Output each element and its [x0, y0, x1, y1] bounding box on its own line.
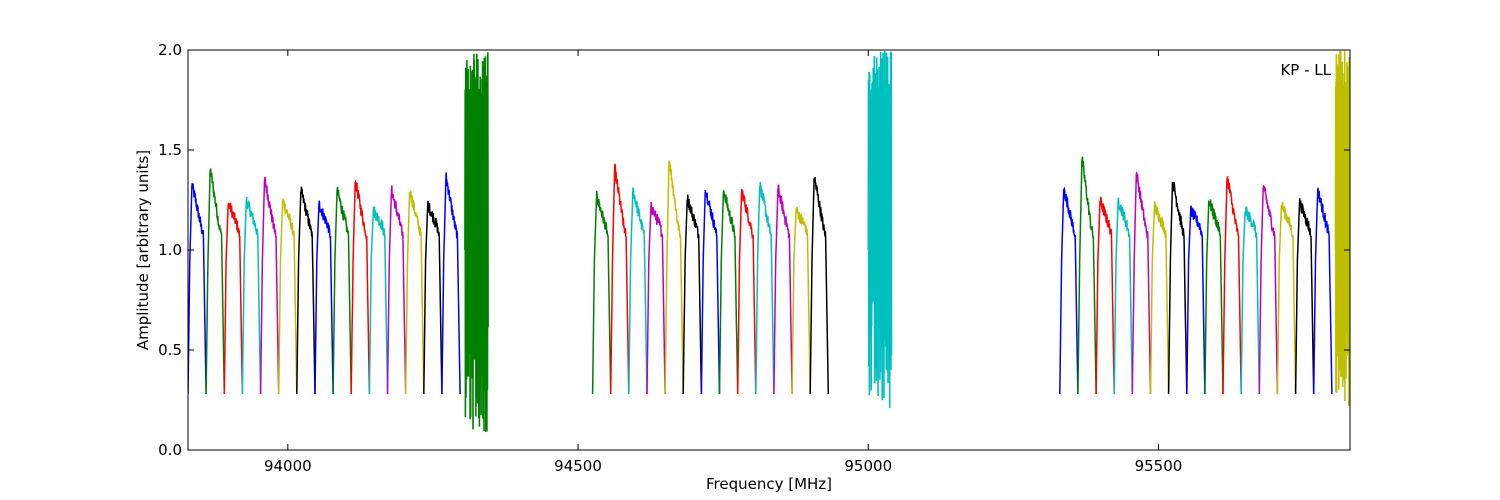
y-tick-label: 0.5 [158, 341, 182, 359]
series-line-g1-ch3 [223, 202, 244, 395]
series-line-g1-ch1 [188, 183, 207, 395]
plot-background [188, 50, 1350, 450]
y-axis-label: Amplitude [arbitrary units] [134, 150, 152, 350]
spike-line-3 [1334, 50, 1350, 406]
series-line-g3-ch2 [1077, 156, 1097, 395]
series-line-g1-ch12 [386, 185, 407, 395]
series-line-g3-ch10 [1222, 176, 1242, 395]
series-line-g3-ch6 [1149, 201, 1170, 395]
series-line-g2-ch3 [628, 187, 648, 395]
series-line-g3-ch7 [1167, 182, 1188, 395]
series-line-g1-ch2 [205, 168, 226, 395]
series-line-g3-ch14 [1294, 198, 1315, 395]
spike-line-1 [464, 52, 489, 432]
series-line-g3-ch5 [1131, 171, 1152, 395]
series-line-g3-ch8 [1186, 205, 1206, 395]
series-line-g2-ch6 [682, 194, 703, 395]
series-line-g2-ch5 [664, 160, 684, 395]
annotation-label: KP - LL [1280, 61, 1331, 79]
series-line-g1-ch6 [277, 198, 298, 395]
x-tick-label: 95000 [844, 457, 892, 475]
series-layer [188, 50, 1350, 432]
series-line-g1-ch13 [404, 190, 425, 395]
series-line-g2-ch13 [809, 177, 830, 395]
series-line-g3-ch13 [1276, 201, 1297, 395]
series-line-g3-ch1 [1059, 186, 1079, 395]
series-line-g1-ch7 [296, 186, 316, 395]
series-line-g3-ch12 [1258, 185, 1279, 395]
series-line-g1-ch15 [441, 172, 461, 395]
series-line-g1-ch14 [423, 200, 443, 395]
series-line-g2-ch1 [591, 190, 612, 395]
y-tick-label: 1.5 [158, 141, 182, 159]
series-line-g2-ch4 [646, 201, 666, 395]
series-line-g2-ch7 [700, 189, 721, 395]
y-tick-label: 1.0 [158, 241, 182, 259]
series-line-g2-ch11 [773, 184, 793, 395]
series-line-g3-ch9 [1204, 199, 1224, 395]
series-line-g2-ch12 [791, 207, 811, 395]
x-tick-label: 94500 [554, 457, 602, 475]
x-tick-label: 94000 [264, 457, 312, 475]
series-line-g3-ch15 [1312, 187, 1333, 395]
x-axis-label: Frequency [MHz] [706, 475, 832, 493]
ticks-layer: 94000 94500 95000 95500 0.0 0.5 1.0 1.5 2.0 [158, 41, 1350, 475]
series-line-g3-ch11 [1240, 206, 1261, 395]
series-line-g3-ch3 [1095, 196, 1115, 395]
series-line-g1-ch10 [350, 179, 371, 395]
y-tick-label: 2.0 [158, 41, 182, 59]
series-line-g2-ch10 [755, 181, 775, 395]
series-line-g1-ch11 [368, 206, 389, 395]
series-line-g3-ch4 [1113, 197, 1134, 395]
series-line-g1-ch9 [332, 186, 352, 395]
y-tick-label: 0.0 [158, 441, 182, 459]
series-line-g1-ch8 [314, 200, 334, 395]
spike-line-2 [867, 50, 893, 409]
series-line-g2-ch9 [736, 189, 757, 395]
series-line-g2-ch2 [609, 163, 630, 395]
series-line-g2-ch8 [718, 190, 739, 395]
x-tick-label: 95500 [1135, 457, 1183, 475]
series-line-g1-ch5 [259, 176, 280, 395]
series-line-g1-ch4 [241, 196, 262, 395]
